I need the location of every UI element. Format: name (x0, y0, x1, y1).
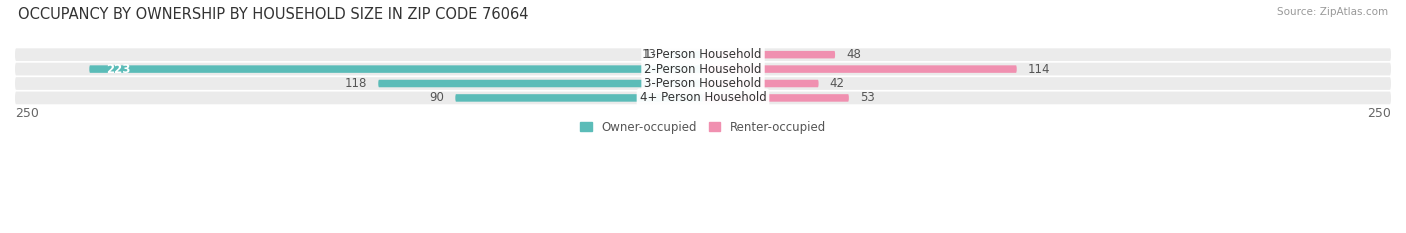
FancyBboxPatch shape (15, 92, 1391, 104)
FancyBboxPatch shape (90, 65, 703, 73)
FancyBboxPatch shape (378, 80, 703, 87)
Text: 114: 114 (1028, 63, 1050, 75)
Text: 53: 53 (860, 91, 875, 104)
Text: 223: 223 (105, 63, 131, 75)
Text: 250: 250 (15, 107, 39, 120)
Text: 13: 13 (641, 48, 657, 61)
Text: 48: 48 (846, 48, 860, 61)
Legend: Owner-occupied, Renter-occupied: Owner-occupied, Renter-occupied (579, 121, 827, 134)
Text: 42: 42 (830, 77, 845, 90)
Text: 4+ Person Household: 4+ Person Household (640, 91, 766, 104)
FancyBboxPatch shape (456, 94, 703, 102)
Text: OCCUPANCY BY OWNERSHIP BY HOUSEHOLD SIZE IN ZIP CODE 76064: OCCUPANCY BY OWNERSHIP BY HOUSEHOLD SIZE… (18, 7, 529, 22)
Text: 90: 90 (429, 91, 444, 104)
Text: Source: ZipAtlas.com: Source: ZipAtlas.com (1277, 7, 1388, 17)
FancyBboxPatch shape (668, 51, 703, 58)
FancyBboxPatch shape (15, 77, 1391, 90)
Text: 3-Person Household: 3-Person Household (644, 77, 762, 90)
Text: 250: 250 (1367, 107, 1391, 120)
Text: 2-Person Household: 2-Person Household (644, 63, 762, 75)
Text: 118: 118 (344, 77, 367, 90)
FancyBboxPatch shape (703, 65, 1017, 73)
FancyBboxPatch shape (703, 94, 849, 102)
FancyBboxPatch shape (15, 48, 1391, 61)
Text: 1-Person Household: 1-Person Household (644, 48, 762, 61)
FancyBboxPatch shape (15, 63, 1391, 75)
FancyBboxPatch shape (703, 51, 835, 58)
FancyBboxPatch shape (703, 80, 818, 87)
